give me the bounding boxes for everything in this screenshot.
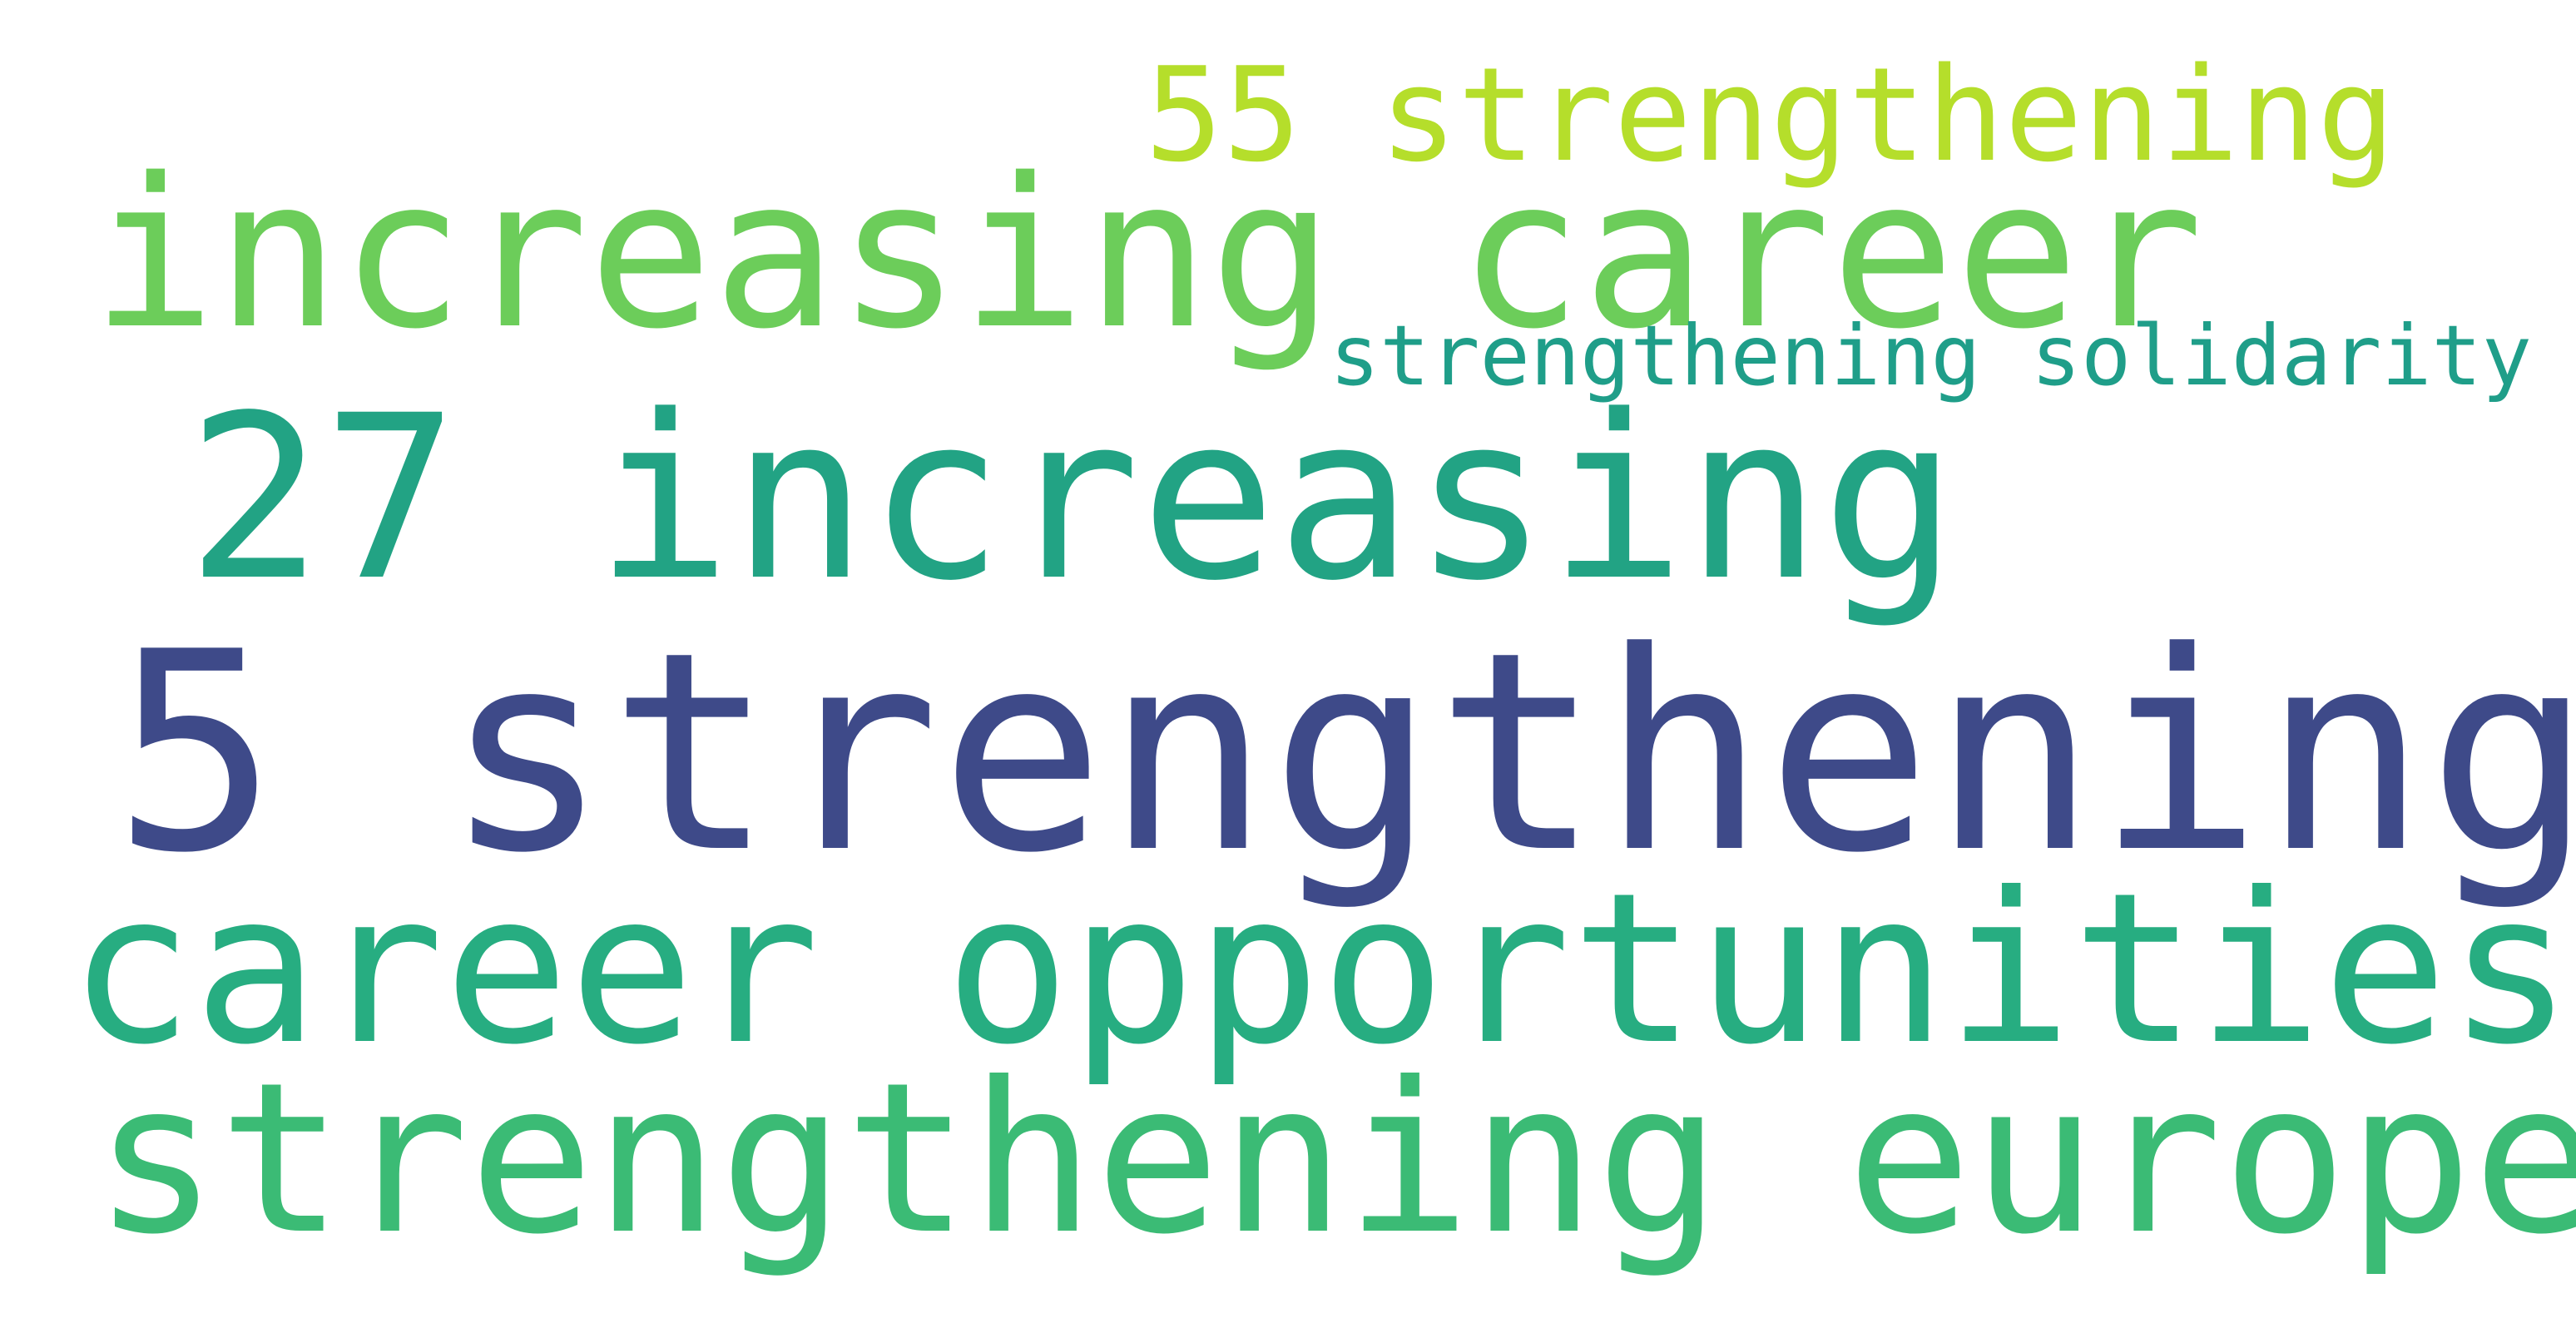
word-increasing-career: increasing career [92, 135, 2204, 374]
word-strengthening-solidarity: strengthening solidarity [1330, 307, 2532, 404]
word-career-opportunities: career opportunities [68, 848, 2574, 1090]
word-5-strengthening: 5 strengthening [113, 593, 2576, 913]
word-55-strengthening: 55 strengthening [1145, 39, 2395, 191]
word-strengthening-europe: strengthening europe [93, 1038, 2576, 1280]
word-27-increasing: 27 increasing [186, 368, 1958, 631]
